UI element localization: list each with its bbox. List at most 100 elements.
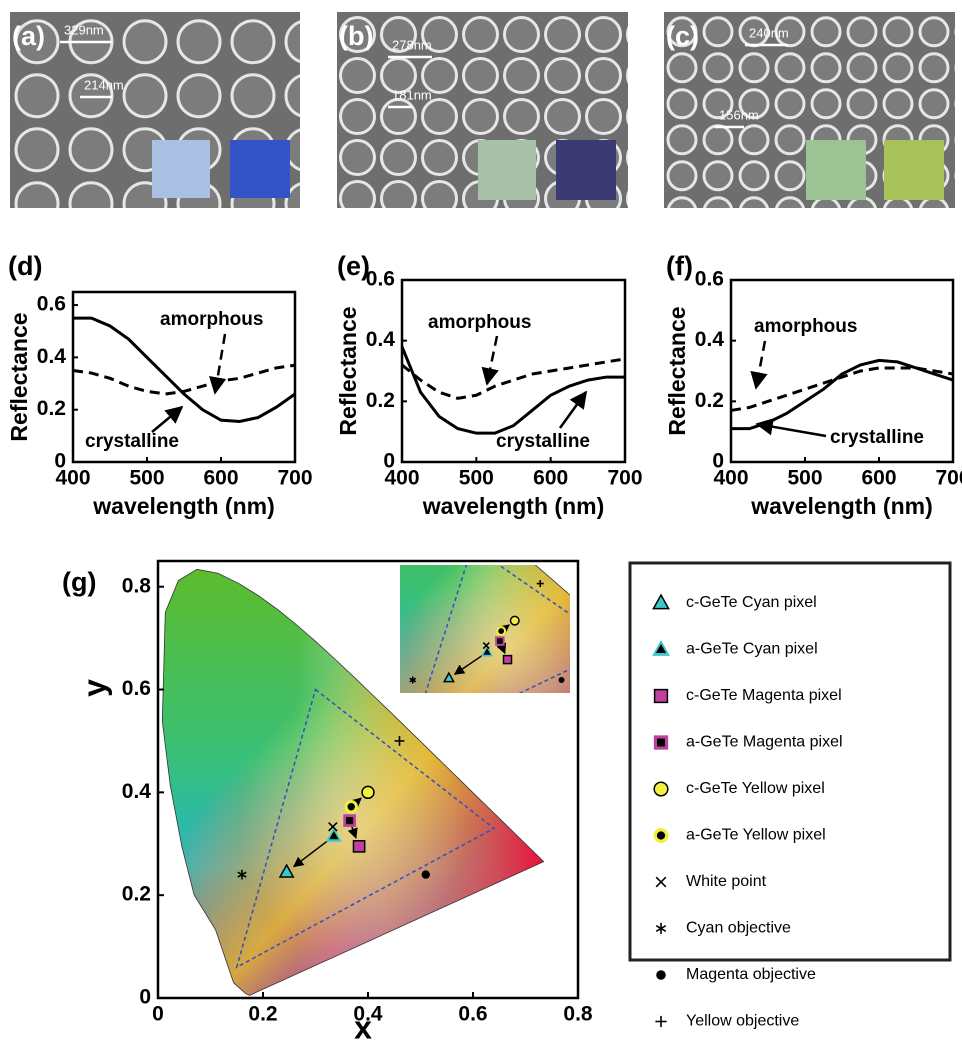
nano-disk: [882, 88, 914, 120]
marker: [652, 593, 670, 610]
marker: [656, 970, 666, 980]
nano-disk: [339, 16, 376, 54]
data-line: [73, 316, 296, 423]
y-tick-label: 0: [383, 450, 395, 473]
legend-label: Cyan objective: [686, 920, 791, 937]
marker: [442, 671, 455, 683]
panel-label: (a): [12, 21, 45, 51]
y-axis-label: Reflectance: [335, 306, 361, 435]
nano-disk: [846, 16, 878, 48]
x-tick-label: 600: [533, 467, 568, 490]
nano-disk: [503, 16, 540, 54]
nano-disk: [14, 73, 60, 119]
annotation-arrow: [209, 333, 227, 395]
nano-disk: [503, 57, 540, 95]
panel-label: (e): [337, 251, 370, 281]
nano-disk: [464, 223, 498, 257]
nano-disk: [846, 52, 878, 84]
marker: [421, 870, 430, 879]
legend-symbol: [655, 922, 667, 935]
x-tick-label: 400: [713, 467, 748, 490]
nano-disk: [810, 196, 842, 208]
nano-disk: [702, 196, 734, 208]
legend-box: [628, 561, 952, 962]
legend-symbol: [653, 827, 669, 844]
scale-bar-label: 240nm: [749, 25, 789, 40]
data-point: [361, 785, 375, 800]
nano-disk: [666, 196, 698, 208]
y-tick-label: 0.2: [37, 397, 66, 420]
marker: [346, 817, 354, 825]
nano-disk: [122, 19, 168, 65]
nano-disk: [178, 237, 220, 279]
x-tick-label: 500: [459, 467, 494, 490]
x-tick-label: 500: [129, 467, 164, 490]
legend-label: c-GeTe Magenta pixel: [686, 687, 842, 704]
marker: [278, 863, 295, 878]
nano-disk: [68, 181, 114, 208]
scale-bar-label: 181nm: [392, 87, 432, 102]
nano-disk: [232, 237, 274, 279]
marker: [502, 654, 513, 665]
nano-disk: [462, 16, 499, 54]
y-axis-label: Reflectance: [6, 312, 32, 441]
series-annotation: crystalline: [496, 431, 590, 452]
marker: [483, 648, 491, 655]
legend-label: a-GeTe Cyan pixel: [686, 641, 818, 658]
x-tick-label: 0: [152, 1003, 164, 1026]
data-point: [496, 626, 507, 637]
x-tick-label: 0.2: [248, 1003, 277, 1026]
nano-disk: [954, 99, 955, 108]
nano-disk: [505, 223, 539, 257]
marker-stroke: [409, 677, 417, 683]
data-line: [730, 366, 954, 412]
nano-disk: [14, 19, 60, 65]
nano-disk: [339, 98, 376, 136]
series-annotation: crystalline: [830, 427, 924, 448]
marker: [497, 638, 503, 644]
nano-disk: [421, 16, 458, 54]
scale-bar-label: 278nm: [392, 37, 432, 52]
x-axis-label: x: [354, 1009, 372, 1045]
nano-disk: [462, 57, 499, 95]
y-tick-label: 0.2: [122, 883, 151, 906]
y-tick-label: 0.6: [122, 677, 151, 700]
color-swatch: [478, 140, 536, 200]
data-point: [278, 863, 295, 878]
nano-disk: [626, 67, 628, 84]
nano-disk: [421, 180, 458, 208]
nano-disk: [666, 52, 698, 84]
marker-stroke: [655, 925, 667, 932]
plot-frame: [400, 278, 627, 464]
nano-disk: [380, 139, 417, 177]
nano-disk: [544, 98, 581, 136]
x-tick-label: 600: [861, 467, 896, 490]
panel-label: (f): [666, 251, 693, 281]
color-swatch: [806, 140, 866, 200]
data-point: [343, 814, 356, 827]
legend-label: White point: [686, 873, 767, 890]
data-point: [409, 676, 417, 684]
legend-symbol: [652, 639, 670, 656]
marker: [498, 628, 505, 634]
y-tick-label: 0.6: [37, 293, 66, 316]
nano-disk: [954, 135, 955, 144]
legend-label: Magenta objective: [686, 966, 816, 983]
legend-symbol: [653, 781, 669, 797]
x-tick-label: 600: [203, 467, 238, 490]
series-annotation: amorphous: [428, 312, 531, 333]
y-tick-label: 0.8: [122, 574, 152, 597]
data-point: [502, 654, 513, 665]
nano-disk: [284, 20, 300, 64]
nano-disk: [774, 160, 806, 192]
nano-disk: [954, 27, 955, 36]
nano-disk: [585, 98, 622, 136]
color-field: [400, 565, 570, 693]
legend-label: c-GeTe Cyan pixel: [686, 594, 817, 611]
data-line: [72, 363, 296, 396]
series-annotation: amorphous: [754, 316, 857, 337]
nano-disk: [628, 223, 662, 257]
nano-disk: [284, 182, 300, 208]
nano-disk: [702, 160, 734, 192]
annotation-arrow: [558, 390, 588, 429]
